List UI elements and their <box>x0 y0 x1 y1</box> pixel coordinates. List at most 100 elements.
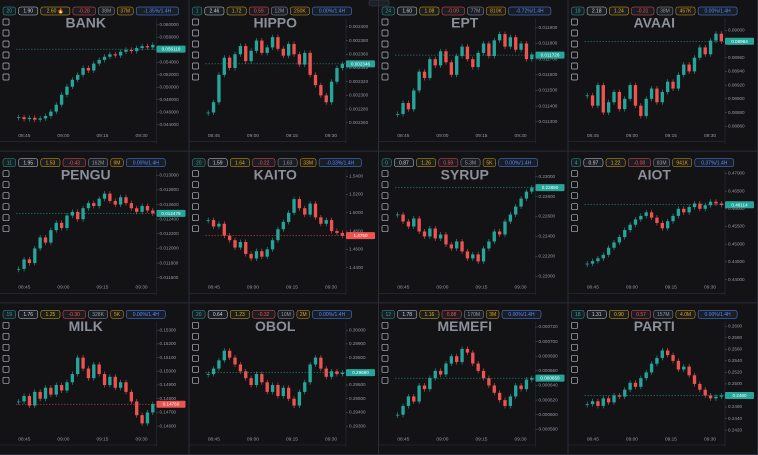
chip[interactable] <box>486 6 506 16</box>
chip[interactable] <box>482 158 496 167</box>
tool-icon[interactable] <box>571 365 578 373</box>
chip[interactable] <box>419 310 440 319</box>
chip[interactable] <box>18 6 39 16</box>
chip[interactable] <box>508 6 552 16</box>
tool-icon[interactable] <box>2 225 10 233</box>
chip[interactable] <box>207 310 228 319</box>
chip[interactable] <box>571 310 585 319</box>
tool-icon[interactable] <box>192 321 199 329</box>
tool-icon[interactable] <box>571 192 578 200</box>
chip[interactable] <box>40 310 61 319</box>
tool-icon[interactable] <box>381 170 389 178</box>
chip[interactable] <box>277 158 298 167</box>
chip[interactable] <box>656 6 674 16</box>
tool-icon[interactable] <box>2 29 10 37</box>
chip[interactable] <box>441 6 465 16</box>
tool-icon[interactable] <box>381 332 389 340</box>
chip[interactable] <box>248 6 269 16</box>
chip[interactable] <box>207 158 228 167</box>
tool-icon[interactable] <box>381 40 389 48</box>
chip[interactable] <box>18 310 39 319</box>
chip[interactable] <box>498 158 538 167</box>
tool-icon[interactable] <box>571 376 578 384</box>
chip[interactable] <box>397 310 418 319</box>
chip[interactable] <box>571 158 582 167</box>
chip[interactable] <box>441 310 462 319</box>
chip[interactable] <box>88 158 108 167</box>
tool-icon[interactable] <box>571 332 578 340</box>
chip[interactable] <box>72 6 96 16</box>
tool-icon[interactable] <box>192 192 199 200</box>
tool-icon[interactable] <box>2 73 10 81</box>
chip[interactable] <box>192 310 206 319</box>
tool-icon[interactable] <box>192 40 199 48</box>
chip[interactable] <box>381 310 395 319</box>
chip[interactable] <box>40 158 61 167</box>
tool-icon[interactable] <box>571 62 578 70</box>
chip[interactable] <box>40 6 71 16</box>
chip[interactable] <box>271 6 288 16</box>
tool-icon[interactable] <box>571 40 578 48</box>
tool-icon[interactable] <box>2 192 10 200</box>
chip[interactable] <box>571 6 585 16</box>
tool-icon[interactable] <box>192 332 199 340</box>
chip[interactable] <box>312 6 352 16</box>
tool-icon[interactable] <box>381 73 389 81</box>
tool-icon[interactable] <box>381 51 389 59</box>
chip[interactable] <box>110 158 124 167</box>
tool-icon[interactable] <box>381 343 389 351</box>
chip[interactable] <box>460 158 481 167</box>
chip[interactable] <box>631 6 655 16</box>
chip[interactable] <box>230 310 250 319</box>
chip[interactable] <box>2 158 16 167</box>
tool-icon[interactable] <box>571 214 578 222</box>
tool-icon[interactable] <box>192 51 199 59</box>
chip[interactable] <box>672 158 693 167</box>
chip[interactable] <box>605 158 626 167</box>
chip[interactable] <box>438 158 459 167</box>
tool-icon[interactable] <box>192 214 199 222</box>
tool-icon[interactable] <box>571 29 578 37</box>
chip[interactable] <box>62 158 86 167</box>
chip[interactable] <box>501 310 542 319</box>
tool-icon[interactable] <box>2 214 10 222</box>
chip[interactable] <box>204 6 225 16</box>
chip[interactable] <box>627 158 651 167</box>
tool-icon[interactable] <box>2 376 10 384</box>
chip[interactable] <box>609 310 629 319</box>
tool-icon[interactable] <box>381 192 389 200</box>
tool-icon[interactable] <box>381 225 389 233</box>
tool-icon[interactable] <box>2 170 10 178</box>
tool-icon[interactable] <box>2 354 10 362</box>
tool-icon[interactable] <box>2 332 10 340</box>
chip[interactable] <box>416 158 436 167</box>
chip[interactable] <box>583 158 604 167</box>
chip[interactable] <box>2 6 16 16</box>
tool-icon[interactable] <box>192 354 199 362</box>
tool-icon[interactable] <box>571 73 578 81</box>
tool-icon[interactable] <box>2 203 10 211</box>
chip[interactable] <box>88 310 108 319</box>
tool-icon[interactable] <box>381 29 389 37</box>
tool-icon[interactable] <box>381 62 389 70</box>
chip[interactable] <box>486 310 500 319</box>
chip[interactable] <box>192 6 203 16</box>
tool-icon[interactable] <box>571 203 578 211</box>
tool-icon[interactable] <box>571 170 578 178</box>
chip[interactable] <box>586 310 607 319</box>
chip[interactable] <box>675 310 696 319</box>
chip[interactable] <box>296 310 310 319</box>
chip[interactable] <box>192 158 206 167</box>
chip[interactable] <box>252 158 276 167</box>
tool-icon[interactable] <box>571 225 578 233</box>
chip[interactable] <box>98 6 115 16</box>
tool-icon[interactable] <box>571 343 578 351</box>
chip[interactable] <box>609 6 629 16</box>
chip[interactable] <box>381 158 392 167</box>
tool-icon[interactable] <box>381 203 389 211</box>
tool-icon[interactable] <box>571 51 578 59</box>
tool-icon[interactable] <box>192 18 199 26</box>
tool-icon[interactable] <box>2 365 10 373</box>
chip[interactable] <box>312 310 352 319</box>
chip[interactable] <box>110 310 124 319</box>
